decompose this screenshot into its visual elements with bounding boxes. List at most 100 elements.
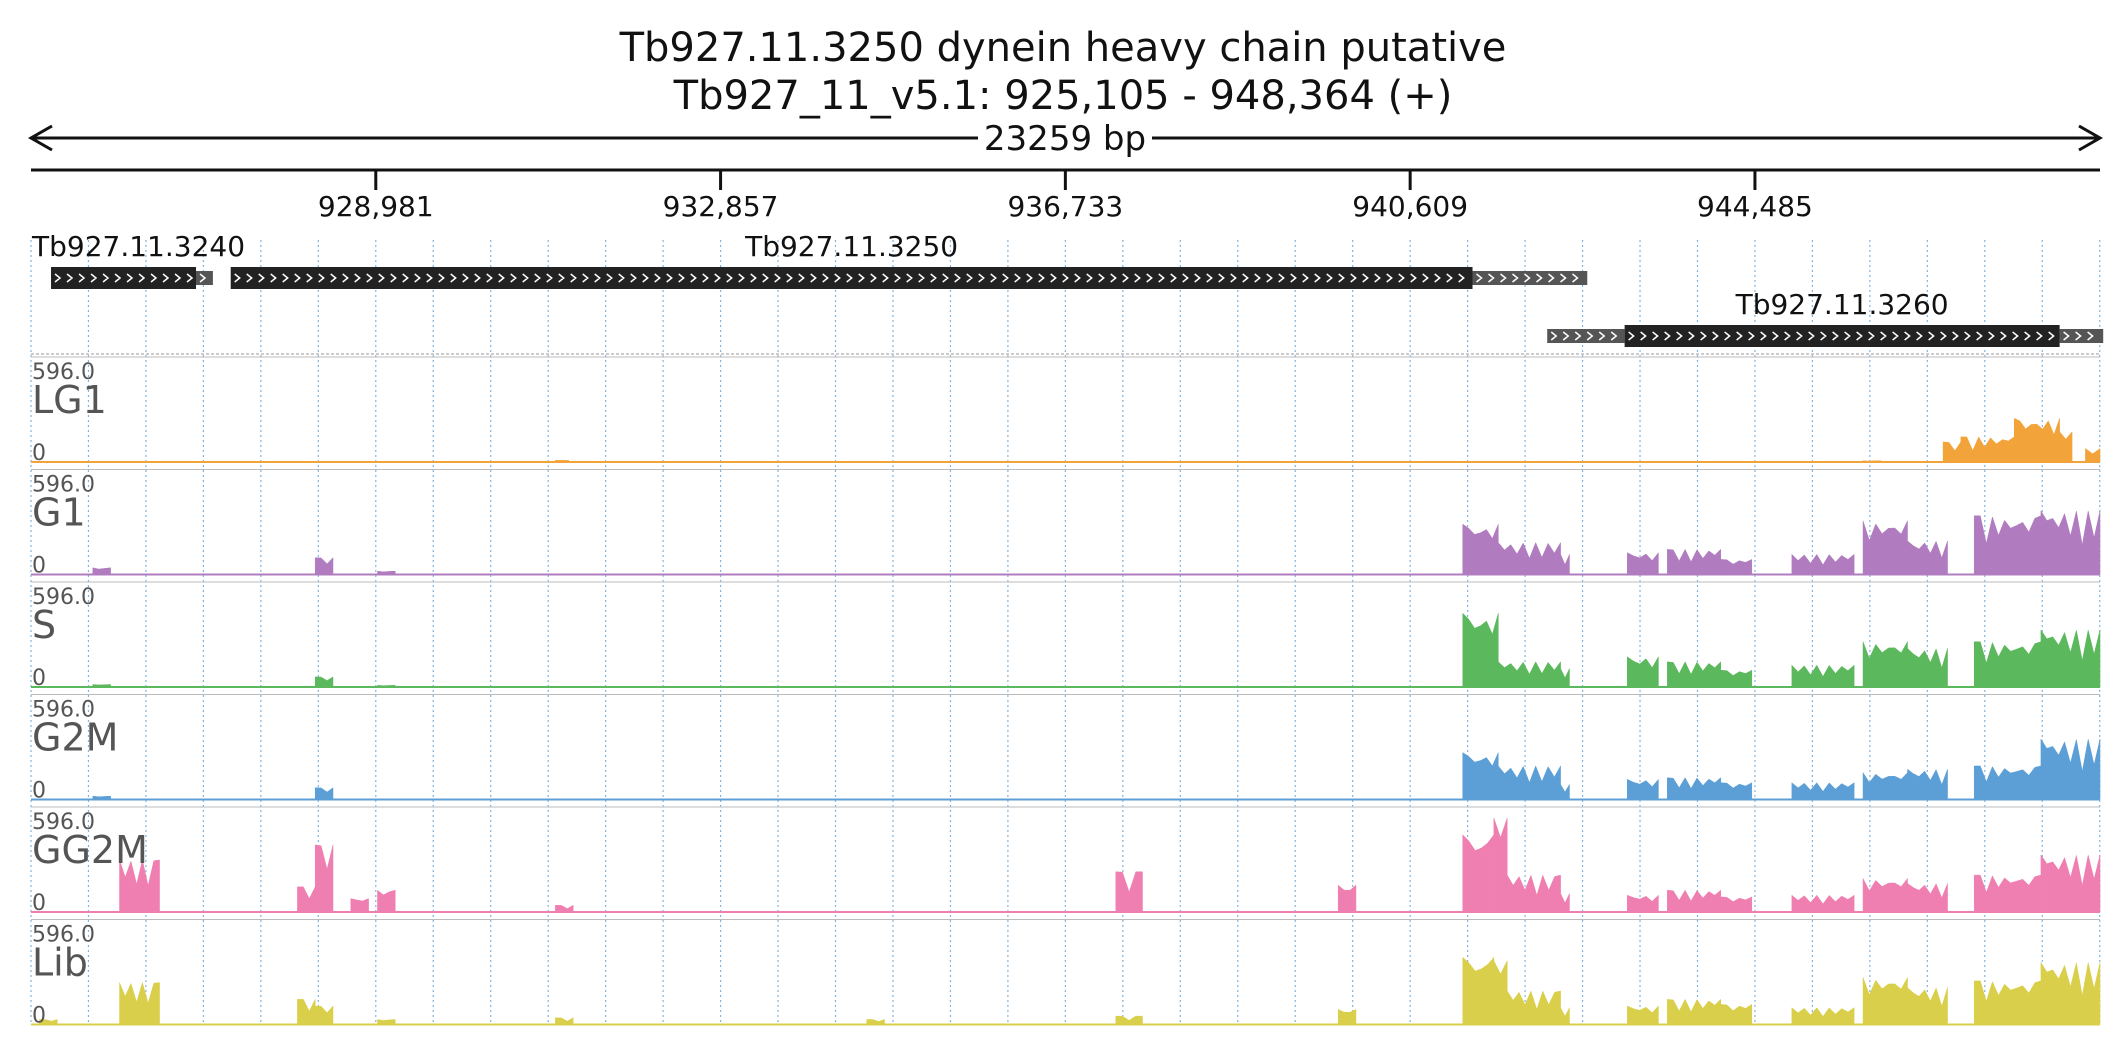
coverage-peak (1115, 1015, 1143, 1025)
track-ymax-label: 596.0 (32, 810, 95, 835)
coverage-peak (1506, 874, 1561, 913)
coverage-peak (350, 898, 369, 913)
coverage-peak (1337, 1009, 1357, 1025)
coverage-peak (1720, 559, 1753, 575)
coverage-peak (1627, 551, 1659, 575)
coverage-peak (1560, 554, 1570, 575)
track-G1: 596.0G1 0 (31, 469, 2101, 579)
track-S: 596.0S 0 (31, 581, 2101, 691)
coverage-peak (1907, 987, 1948, 1025)
gene-label: Tb927.11.3250 (744, 230, 958, 263)
coverage-peak (1667, 548, 1721, 575)
coordinate-axis: 928,981 932,857 936,733 940,609 944,485 (31, 168, 2100, 223)
coverage-peak (1498, 661, 1561, 688)
coverage-peak (1667, 889, 1721, 913)
coverage-peak (1791, 664, 1855, 688)
coverage-peak (1560, 783, 1570, 800)
gene-annotation-track: Tb927.11.3240 Tb927.11.3250 Tb927.11.3260 (31, 230, 2104, 355)
gene-Tb927.11.3240: Tb927.11.3240 (31, 230, 245, 289)
strand-chevrons-icon (234, 273, 1465, 283)
x-tick-label: 940,609 (1352, 190, 1468, 223)
gene-cds (51, 267, 197, 289)
track-ymin-label: 0 (32, 554, 46, 579)
coverage-peak (1560, 893, 1570, 913)
coverage-peak (1627, 778, 1659, 800)
coverage-peak (1627, 655, 1659, 688)
coverage-tracks: 596.0LG10596.0G10596.0S0596.0G2M0596.0GG… (31, 356, 2101, 1029)
coverage-peak (1791, 894, 1855, 913)
coverage-peak (1907, 540, 1948, 575)
strand-chevrons-icon (199, 273, 207, 283)
track-name-label: GG2M (32, 828, 148, 872)
coverage-peak (1493, 960, 1508, 1025)
coverage-peak (1115, 871, 1143, 913)
coverage-peak (1627, 894, 1659, 913)
track-ymin-label: 0 (32, 891, 46, 916)
grid-lines (30, 240, 2101, 1022)
coverage-peak (2059, 431, 2073, 463)
track-ymin-label: 0 (32, 1004, 46, 1029)
coverage-peak (297, 886, 316, 913)
coverage-peak (1862, 877, 1908, 913)
coverage-peak (1973, 765, 2042, 800)
coverage-peak (1462, 956, 1495, 1025)
coverage-peak (1791, 553, 1855, 575)
coverage-peak (1720, 669, 1753, 688)
coverage-peak (1498, 764, 1561, 800)
coverage-peak (1720, 782, 1753, 800)
strand-chevrons-icon (2063, 331, 2094, 341)
track-ymin-label: 0 (32, 779, 46, 804)
coverage-peak (1907, 768, 1948, 800)
coverage-peak (1720, 896, 1753, 913)
gene-label: Tb927.11.3260 (1735, 288, 1949, 321)
coverage-peak (1720, 1003, 1753, 1025)
coverage-peak (1667, 777, 1721, 800)
coverage-peak (119, 859, 160, 913)
coverage-peak (2040, 961, 2101, 1025)
coverage-peak (1973, 980, 2042, 1025)
strand-chevrons-icon (1476, 273, 1579, 283)
track-ymax-label: 596.0 (32, 585, 95, 610)
coverage-peak (2040, 509, 2101, 575)
coverage-peak (92, 567, 111, 575)
gene-Tb927.11.3260: Tb927.11.3260 (1547, 288, 2104, 347)
coverage-peak (1337, 884, 1357, 913)
track-name-label: LG1 (32, 378, 107, 422)
span-indicator: 23259 bp (27, 119, 2104, 159)
span-label: 23259 bp (984, 119, 1146, 159)
track-name-label: G2M (32, 716, 118, 760)
track-name-label: S (32, 603, 56, 647)
x-tick-label: 936,733 (1007, 190, 1123, 223)
track-name-label: G1 (32, 491, 86, 535)
coverage-peak (314, 557, 334, 575)
coverage-peak (1667, 998, 1721, 1025)
track-name-label: Lib (32, 941, 88, 985)
coverage-peak (1560, 1007, 1570, 1025)
coverage-peak (1973, 515, 2042, 575)
coverage-peak (1493, 817, 1508, 913)
track-ymax-label: 596.0 (32, 473, 95, 498)
coverage-peak (314, 844, 334, 913)
coverage-peak (1973, 641, 2042, 688)
coverage-peak (1791, 782, 1855, 800)
gene-cds (1624, 325, 2060, 347)
x-tick-label: 944,485 (1697, 190, 1813, 223)
x-tick-label: 932,857 (663, 190, 779, 223)
coverage-peak (2040, 629, 2101, 688)
coverage-peak (314, 676, 334, 688)
track-ymin-label: 0 (32, 441, 46, 466)
coverage-peak (2085, 448, 2101, 463)
coverage-peak (1973, 874, 2042, 913)
strand-chevrons-icon (1550, 331, 1618, 341)
coverage-peak (1862, 520, 1908, 575)
coverage-peak (2040, 854, 2101, 913)
coverage-peak (1791, 1007, 1855, 1025)
coverage-peak (1506, 990, 1561, 1025)
coverage-peak (1462, 752, 1499, 800)
track-ymax-label: 596.0 (32, 698, 95, 723)
coverage-peak (1907, 882, 1948, 913)
coverage-peak (1667, 661, 1721, 688)
coverage-peak (119, 981, 160, 1025)
